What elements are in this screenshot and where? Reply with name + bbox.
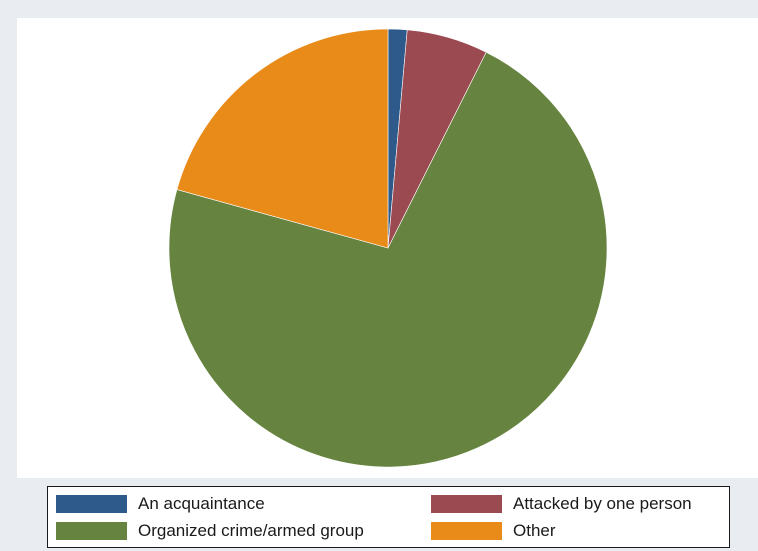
legend-label-other: Other xyxy=(513,521,556,540)
legend-item-attacked-by-one-person: Attacked by one person xyxy=(431,493,692,515)
pie-slice-organized-crime-armed-group xyxy=(168,51,608,468)
legend-key-attacked-by-one-person xyxy=(431,495,502,513)
pie-slice-other xyxy=(176,28,389,249)
legend: An acquaintance Attacked by one person O… xyxy=(47,486,730,548)
legend-label-attacked-by-one-person: Attacked by one person xyxy=(513,494,692,513)
plot-region xyxy=(17,18,758,478)
legend-item-acquaintance: An acquaintance xyxy=(56,493,265,515)
legend-key-acquaintance xyxy=(56,495,127,513)
legend-item-other: Other xyxy=(431,520,556,542)
legend-label-organized-crime: Organized crime/armed group xyxy=(138,521,364,540)
legend-label-acquaintance: An acquaintance xyxy=(138,494,265,513)
legend-key-organized-crime xyxy=(56,522,127,540)
legend-item-organized-crime: Organized crime/armed group xyxy=(56,520,364,542)
legend-key-other xyxy=(431,522,502,540)
pie-chart xyxy=(168,28,608,468)
